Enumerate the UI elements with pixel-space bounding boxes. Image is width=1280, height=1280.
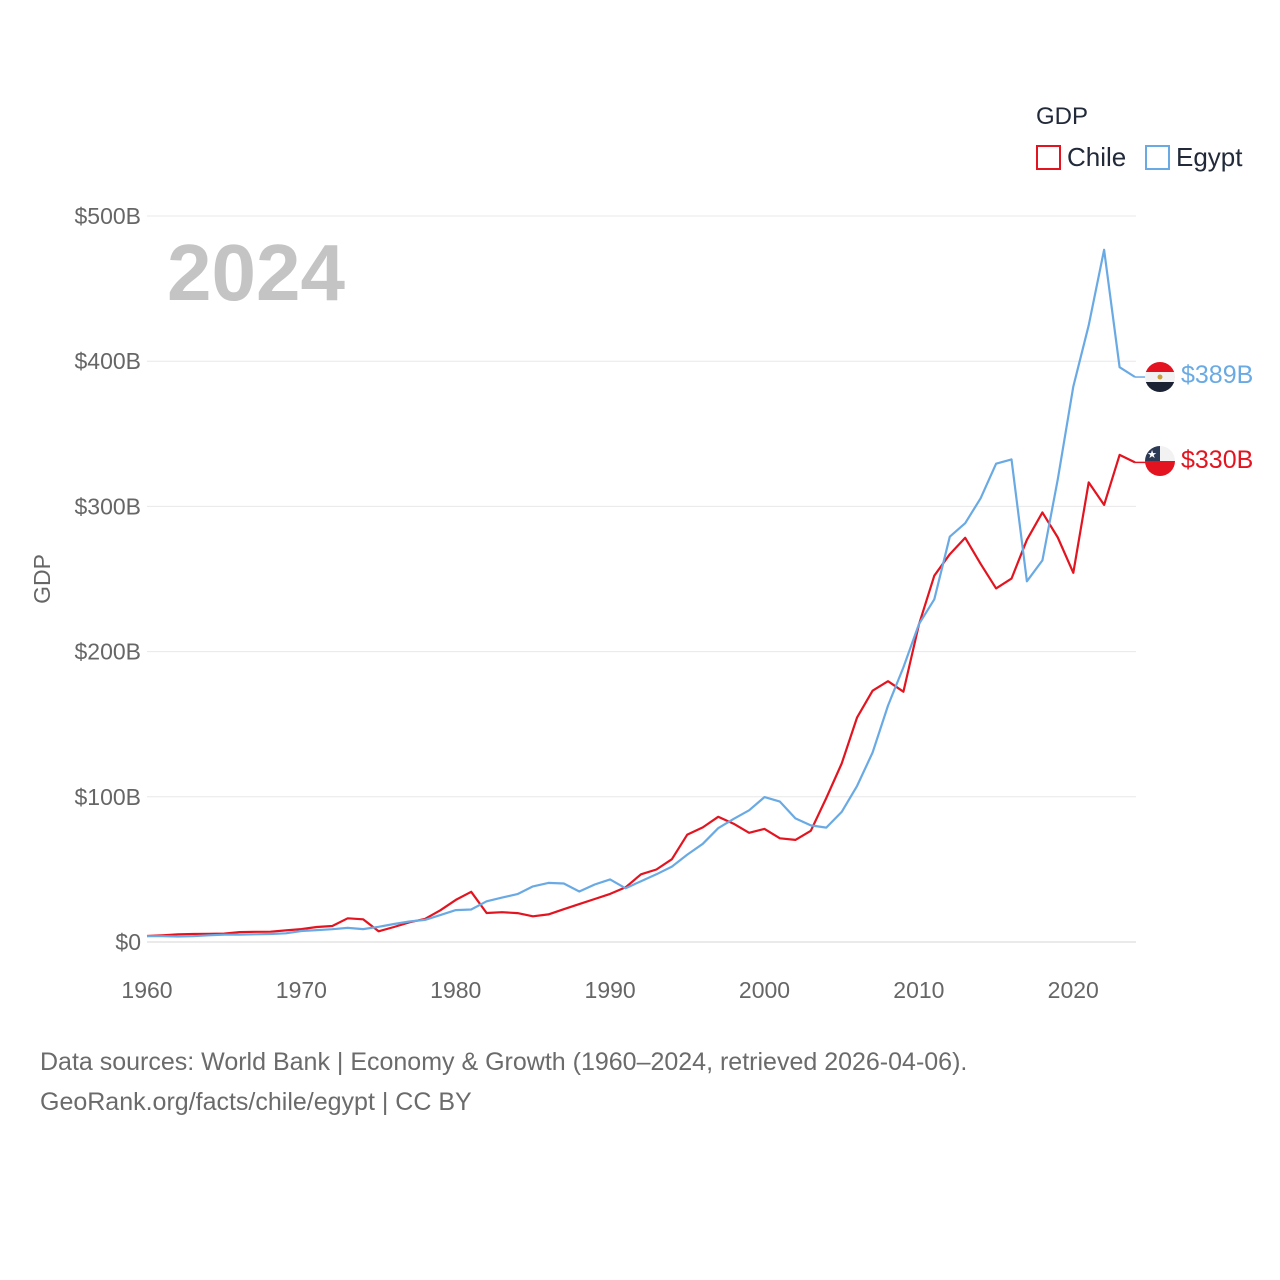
y-tick-label: $400B [74, 348, 141, 374]
x-tick-label: 2000 [739, 977, 790, 1003]
legend-swatch-chile [1036, 145, 1061, 170]
y-tick-label: $200B [74, 639, 141, 665]
y-tick-label: $100B [74, 784, 141, 810]
y-axis-title: GDP [29, 554, 55, 604]
egypt-flag-icon [1145, 362, 1175, 392]
series-lines [146, 248, 1146, 938]
legend-title: GDP [1036, 103, 1088, 130]
x-tick-label: 2010 [893, 977, 944, 1003]
x-axis-ticks: 1960 1970 1980 1990 2000 2010 2020 [121, 977, 1098, 1003]
x-tick-label: 1970 [276, 977, 327, 1003]
chile-end-value-label: $330B [1181, 446, 1253, 474]
egypt-end-value-label: $389B [1181, 361, 1253, 389]
x-tick-label: 1960 [121, 977, 172, 1003]
year-watermark: 2024 [167, 228, 345, 317]
svg-text:★: ★ [1147, 449, 1157, 461]
chile-flag-icon: ★ [1145, 446, 1175, 476]
y-axis-ticks: $0 $100B $200B $300B $400B $500B [74, 203, 141, 955]
legend-label-egypt: Egypt [1176, 142, 1243, 172]
x-tick-label: 1990 [585, 977, 636, 1003]
series-line-egypt [147, 248, 1136, 938]
source-note: Data sources: World Bank | Economy & Gro… [40, 1042, 967, 1122]
y-tick-label: $500B [74, 203, 141, 229]
source-line-2[interactable]: GeoRank.org/facts/chile/egypt | CC BY [40, 1088, 472, 1116]
y-tick-label: $0 [115, 929, 141, 955]
x-tick-label: 1980 [430, 977, 481, 1003]
gdp-line-chart: $0 $100B $200B $300B $400B $500B 1960 1970 1980… [29, 103, 1253, 1003]
series-line-chile [146, 453, 1136, 938]
legend-swatch-egypt [1145, 145, 1170, 170]
source-line-1: Data sources: World Bank | Economy & Gro… [40, 1048, 968, 1076]
y-tick-label: $300B [74, 493, 141, 519]
legend-label-chile: Chile [1067, 142, 1126, 172]
gridlines [147, 215, 1136, 943]
x-tick-label: 2020 [1048, 977, 1099, 1003]
